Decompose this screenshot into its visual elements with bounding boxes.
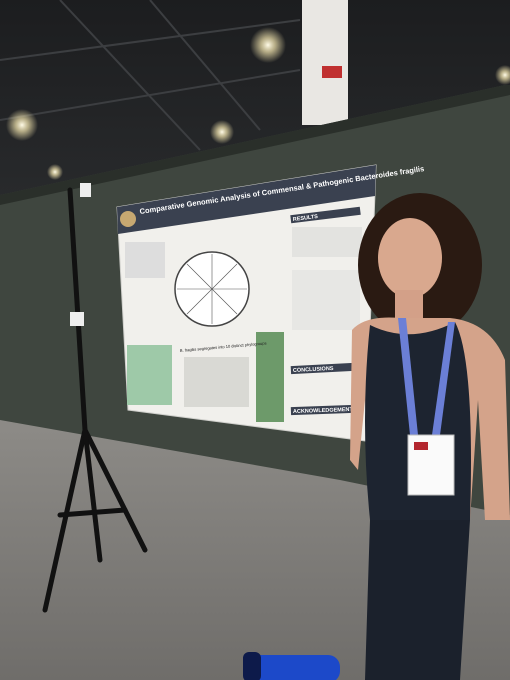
- poster-logo: [120, 211, 136, 227]
- trusses: [0, 0, 301, 151]
- easel-clip: [70, 312, 84, 326]
- poster-section: RESULTS: [293, 214, 319, 223]
- column: [302, 0, 348, 125]
- board-tag: [80, 183, 91, 197]
- blue-object: [243, 652, 340, 680]
- easel: [42, 187, 148, 613]
- poster-header: [117, 165, 376, 234]
- lights: [6, 27, 510, 180]
- poster-section: ACKNOWLEDGEMENTS: [293, 407, 357, 415]
- column-mark: [322, 66, 342, 78]
- poster-figures: [125, 227, 362, 422]
- poster-section: CONCLUSIONS: [293, 366, 334, 374]
- wall-top: [0, 85, 510, 205]
- person: [350, 193, 510, 680]
